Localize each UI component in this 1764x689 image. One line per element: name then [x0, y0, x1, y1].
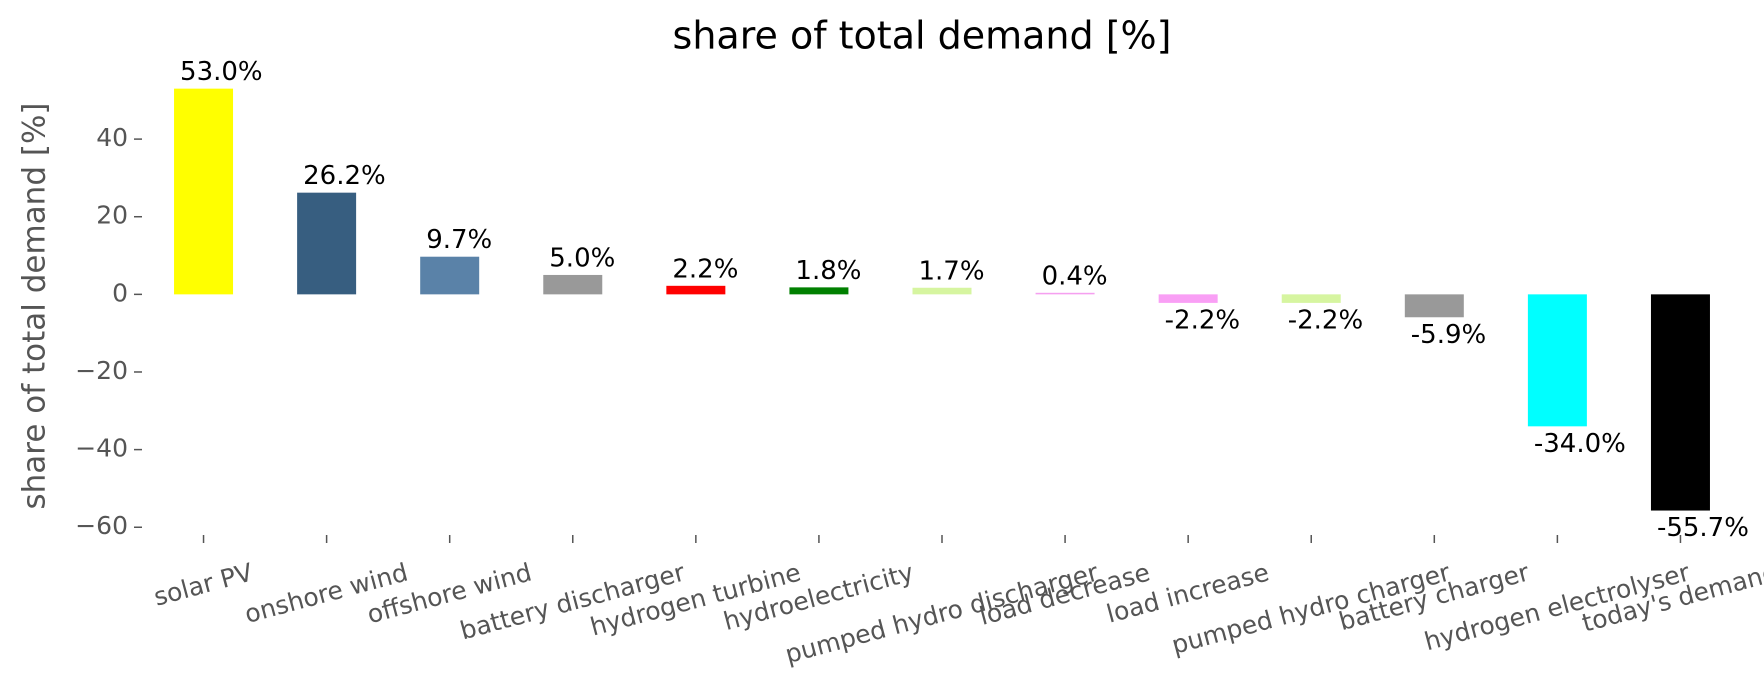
x-tick-label: pumped hydro discharger — [782, 557, 1102, 669]
value-label: 53.0% — [180, 57, 263, 87]
bar — [789, 287, 849, 295]
value-label: 5.0% — [549, 243, 615, 273]
value-label: -55.7% — [1657, 513, 1749, 543]
bar — [1035, 292, 1095, 295]
y-tick-label: −60 — [75, 511, 128, 540]
value-label: 0.4% — [1042, 261, 1108, 291]
value-label: -34.0% — [1534, 429, 1626, 459]
value-label: 1.7% — [919, 256, 985, 286]
bar — [174, 88, 234, 295]
value-label: 1.8% — [795, 256, 861, 286]
y-tick-label: −20 — [75, 356, 128, 385]
value-label: -5.9% — [1411, 320, 1486, 350]
value-label: 26.2% — [303, 161, 386, 191]
y-tick-label: 20 — [96, 201, 128, 230]
bar — [912, 287, 972, 295]
chart-title: share of total demand [%] — [673, 14, 1172, 58]
bar — [1527, 294, 1587, 427]
bar — [1158, 294, 1218, 303]
y-tick-label: 40 — [96, 123, 128, 152]
value-label: -2.2% — [1288, 305, 1363, 335]
bar — [297, 192, 357, 295]
bar — [1650, 294, 1710, 511]
bar — [1281, 294, 1341, 303]
y-axis-label: share of total demand [%] — [17, 102, 53, 509]
value-label: -2.2% — [1165, 305, 1240, 335]
bar — [420, 256, 480, 295]
value-label: 9.7% — [426, 225, 492, 255]
bar — [666, 285, 726, 295]
x-tick-label: solar PV — [151, 558, 256, 612]
y-tick-label: −40 — [75, 434, 128, 463]
value-label: 2.2% — [672, 254, 738, 284]
bar — [1404, 294, 1464, 318]
bar — [543, 274, 603, 295]
y-tick-label: 0 — [112, 278, 128, 307]
